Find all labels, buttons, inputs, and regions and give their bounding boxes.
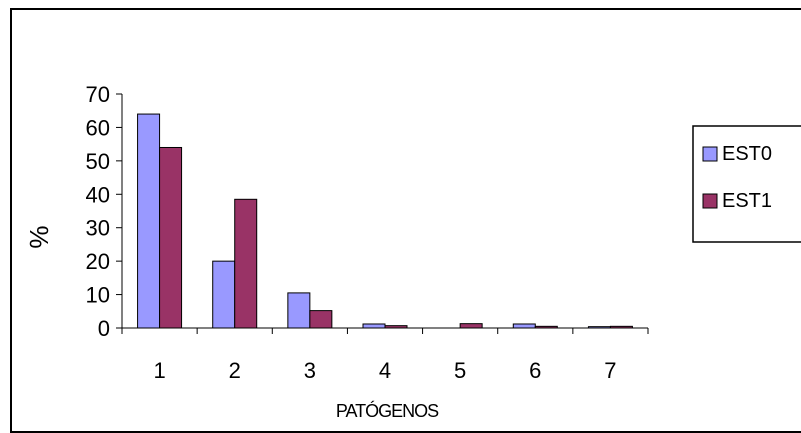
x-axis: 1 2 3 4 5 6 7 (121, 327, 649, 383)
bar-est0-3 (287, 292, 311, 329)
x-tick-label-1: 1 (153, 358, 165, 383)
bar-est0-2 (212, 260, 236, 329)
y-tick-label-10: 10 (86, 283, 110, 308)
y-tick-label-50: 50 (86, 149, 110, 174)
legend-label-est1: EST1 (722, 190, 772, 212)
y-axis-label: % (24, 225, 54, 248)
y-tick-label-0: 0 (98, 316, 110, 341)
y-tick-label-20: 20 (86, 249, 110, 274)
bar-est0-1 (137, 113, 161, 329)
bar-est1-2 (234, 198, 258, 329)
x-tick-label-4: 4 (379, 358, 391, 383)
bar-est1-5 (459, 323, 483, 329)
x-axis-label: PATÓGENOS (336, 400, 439, 421)
x-tick-label-6: 6 (529, 358, 541, 383)
legend-label-est0: EST0 (722, 143, 772, 165)
bar-est0-6 (512, 323, 536, 329)
x-tick-label-2: 2 (229, 358, 241, 383)
legend-swatch-est0 (702, 146, 718, 162)
legend-box (692, 125, 801, 243)
y-axis: 0 10 20 30 40 50 60 70 (86, 82, 123, 341)
y-tick-label-40: 40 (86, 182, 110, 207)
x-tick-label-3: 3 (304, 358, 316, 383)
bar-est0-4 (362, 323, 386, 329)
legend-swatch-est1 (702, 193, 718, 209)
bars-layer (137, 113, 633, 329)
bar-est1-3 (309, 310, 333, 329)
y-tick-label-60: 60 (86, 115, 110, 140)
x-tick-label-7: 7 (604, 358, 616, 383)
y-tick-label-30: 30 (86, 216, 110, 241)
bar-est1-1 (159, 146, 183, 329)
legend: EST0 EST1 (692, 125, 801, 243)
y-tick-label-70: 70 (86, 82, 110, 107)
x-tick-label-5: 5 (454, 358, 466, 383)
